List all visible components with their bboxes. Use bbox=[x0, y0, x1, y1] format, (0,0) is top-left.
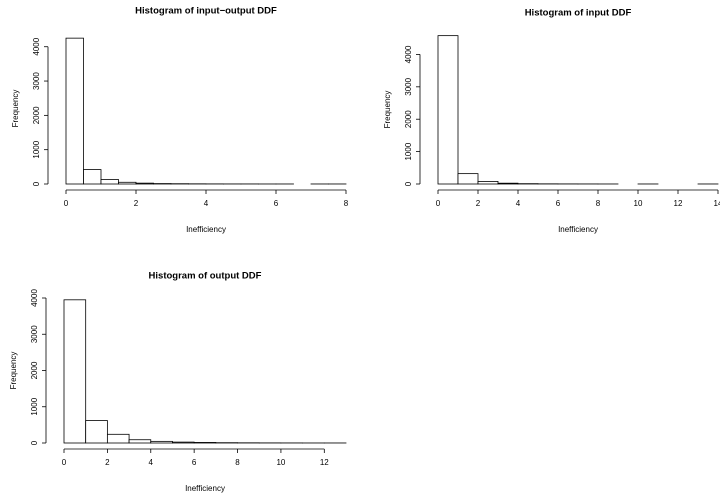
x-tick-label: 12 bbox=[320, 458, 329, 467]
bar bbox=[150, 440, 173, 444]
chart-title: Histogram of input DDF bbox=[525, 8, 632, 19]
x-tick-label: 12 bbox=[674, 199, 683, 208]
x-tick-label: 2 bbox=[134, 199, 139, 208]
x-tick-label: 6 bbox=[556, 199, 561, 208]
y-tick-label: 4000 bbox=[404, 45, 413, 63]
x-tick-label: 4 bbox=[516, 199, 521, 208]
y-tick-label: 4000 bbox=[32, 37, 41, 55]
y-tick-label: 1000 bbox=[404, 142, 413, 160]
bar bbox=[65, 37, 84, 185]
bar bbox=[118, 181, 137, 185]
y-tick-label: 3000 bbox=[30, 325, 39, 343]
x-tick-label: 8 bbox=[596, 199, 601, 208]
x-tick-label: 8 bbox=[344, 199, 349, 208]
bar bbox=[172, 441, 195, 444]
x-tick-label: 2 bbox=[476, 199, 481, 208]
x-tick-label: 10 bbox=[276, 458, 285, 467]
y-tick-label: 2000 bbox=[404, 110, 413, 128]
x-tick-label: 14 bbox=[714, 199, 720, 208]
bar bbox=[457, 173, 479, 185]
y-axis-label: Frequency bbox=[11, 90, 20, 128]
x-tick-label: 4 bbox=[204, 199, 209, 208]
y-tick-label: 0 bbox=[32, 181, 41, 186]
y-tick-label: 0 bbox=[30, 440, 39, 445]
x-axis-label: Inefficiency bbox=[558, 225, 598, 234]
x-tick-label: 0 bbox=[62, 458, 67, 467]
chart-title: Histogram of output DDF bbox=[149, 271, 262, 282]
x-tick-label: 2 bbox=[105, 458, 110, 467]
x-tick-label: 10 bbox=[634, 199, 643, 208]
bar bbox=[128, 439, 152, 444]
y-tick-label: 3000 bbox=[404, 77, 413, 95]
x-tick-label: 0 bbox=[436, 199, 441, 208]
y-tick-label: 1000 bbox=[30, 397, 39, 415]
x-axis-label: Inefficiency bbox=[185, 484, 225, 493]
y-tick-label: 2000 bbox=[32, 106, 41, 124]
bar bbox=[83, 169, 102, 185]
chart-title: Histogram of input−output DDF bbox=[135, 6, 277, 17]
bar bbox=[63, 299, 87, 444]
bar bbox=[193, 442, 217, 444]
bar bbox=[477, 181, 499, 185]
y-tick-label: 3000 bbox=[32, 72, 41, 90]
y-tick-label: 2000 bbox=[30, 361, 39, 379]
x-tick-label: 0 bbox=[64, 199, 69, 208]
x-tick-label: 8 bbox=[235, 458, 240, 467]
y-tick-label: 1000 bbox=[32, 140, 41, 158]
x-tick-label: 6 bbox=[274, 199, 279, 208]
y-axis-label: Frequency bbox=[9, 352, 18, 390]
x-tick-label: 4 bbox=[149, 458, 154, 467]
bar bbox=[100, 179, 119, 185]
y-tick-label: 0 bbox=[404, 181, 413, 186]
bar bbox=[85, 420, 108, 444]
y-axis-label: Frequency bbox=[383, 91, 392, 129]
x-axis-label: Inefficiency bbox=[186, 225, 226, 234]
bar bbox=[106, 433, 130, 444]
bar bbox=[135, 182, 154, 185]
bar bbox=[497, 182, 519, 185]
bar bbox=[437, 35, 459, 185]
y-tick-label: 4000 bbox=[30, 289, 39, 307]
x-tick-label: 6 bbox=[192, 458, 197, 467]
